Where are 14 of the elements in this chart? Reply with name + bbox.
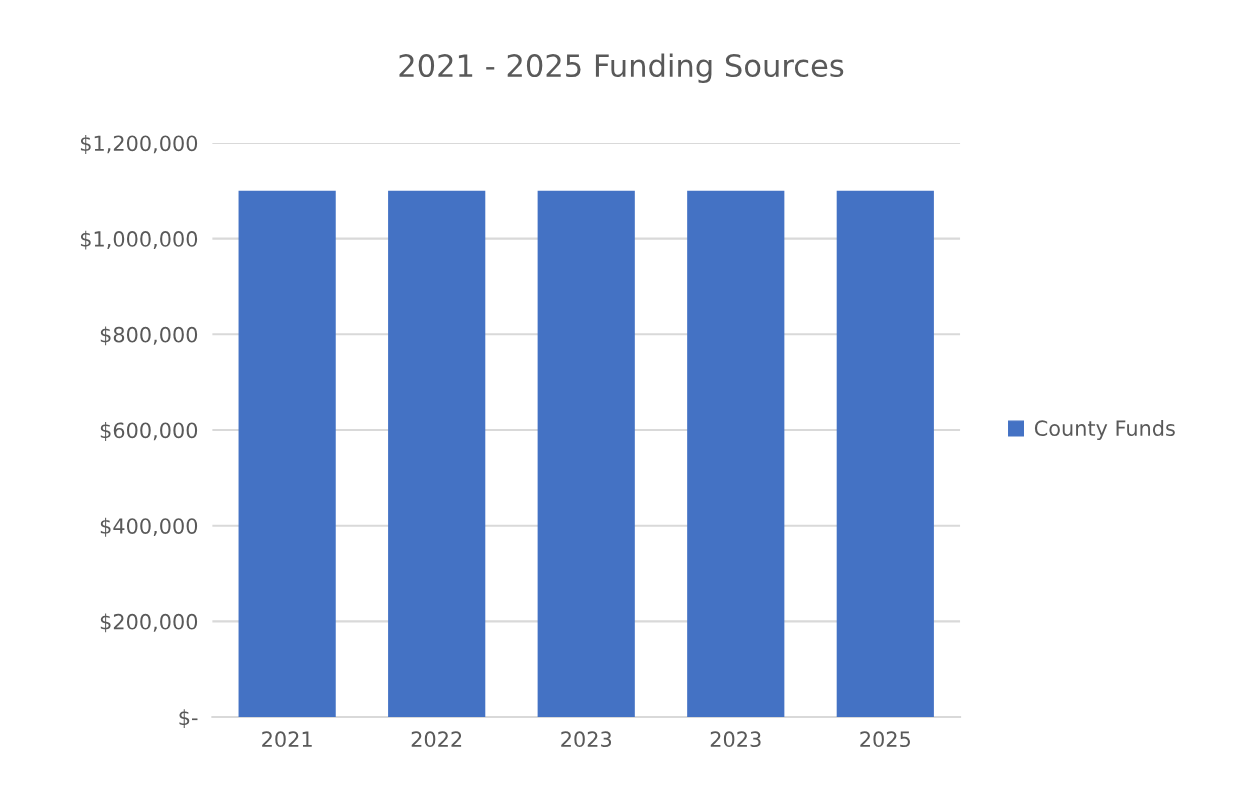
y-tick-label: $200,000 xyxy=(100,613,198,633)
y-tick-label: $1,200,000 xyxy=(80,135,198,154)
y-tick-label: $800,000 xyxy=(100,326,198,346)
x-tick-label: 2023 xyxy=(710,731,761,748)
y-tick-label: $1,000,000 xyxy=(80,230,198,250)
y-tick-label: $600,000 xyxy=(100,422,198,441)
x-tick-label: 2025 xyxy=(860,731,910,748)
x-tick-label: 2021 xyxy=(262,731,312,748)
x-tick-label: 2023 xyxy=(561,731,612,748)
y-tick-label: $400,000 xyxy=(100,517,198,537)
y-tick-label: $- xyxy=(179,709,198,729)
legend-label: County Funds xyxy=(1034,419,1175,441)
chart-title: 2021 - 2025 Funding Sources xyxy=(399,53,844,84)
x-tick-label: 2022 xyxy=(411,731,462,748)
